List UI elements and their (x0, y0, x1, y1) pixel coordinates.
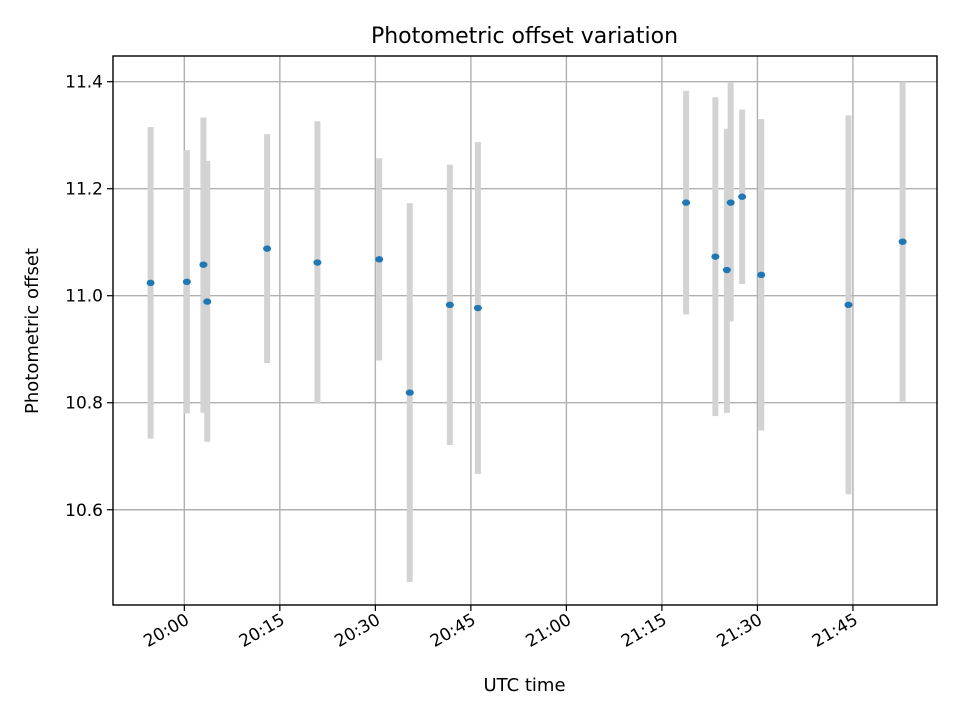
x-tick-label: 21:30 (713, 610, 765, 652)
data-point (313, 259, 322, 266)
data-point (726, 199, 735, 206)
x-tick-label: 20:00 (140, 610, 192, 652)
data-point (405, 389, 414, 396)
data-point (757, 271, 766, 279)
x-axis-ticks: 20:00 20:15 20:30 20:45 21:00 21:15 21:30 21:45 (140, 605, 861, 652)
error-bars (147, 81, 906, 582)
plot-frame (112, 55, 938, 606)
y-tick-label: 11.2 (65, 180, 103, 200)
y-tick-label: 10.8 (65, 394, 103, 414)
y-axis-label: Photometric offset (22, 248, 43, 414)
data-point (473, 304, 482, 312)
x-axis-label: UTC time (483, 675, 565, 696)
x-tick-label: 20:45 (427, 610, 479, 652)
x-tick-label: 21:00 (522, 610, 574, 652)
x-tick-label: 20:30 (331, 610, 383, 652)
data-point (203, 298, 212, 305)
data-point (375, 256, 384, 263)
chart-title: Photometric offset variation (371, 24, 678, 49)
x-tick-label: 21:15 (618, 610, 670, 652)
y-axis-ticks: 10.6 10.8 11.0 11.2 11.4 (65, 73, 113, 521)
data-point (898, 238, 907, 245)
data-point (738, 193, 747, 200)
data-point (722, 266, 731, 274)
y-tick-label: 10.6 (65, 501, 103, 521)
data-point (199, 261, 208, 268)
data-point (263, 245, 272, 252)
x-tick-label: 21:45 (809, 610, 861, 652)
data-point (182, 278, 191, 286)
x-tick-label: 20:15 (236, 610, 288, 652)
data-point (844, 301, 853, 309)
data-point (682, 199, 691, 206)
grid (113, 56, 937, 605)
y-tick-label: 11.0 (65, 287, 103, 307)
data-point (445, 301, 454, 309)
data-points (146, 193, 907, 396)
y-tick-label: 11.4 (65, 73, 103, 93)
data-point (146, 279, 155, 287)
data-point (711, 253, 720, 260)
